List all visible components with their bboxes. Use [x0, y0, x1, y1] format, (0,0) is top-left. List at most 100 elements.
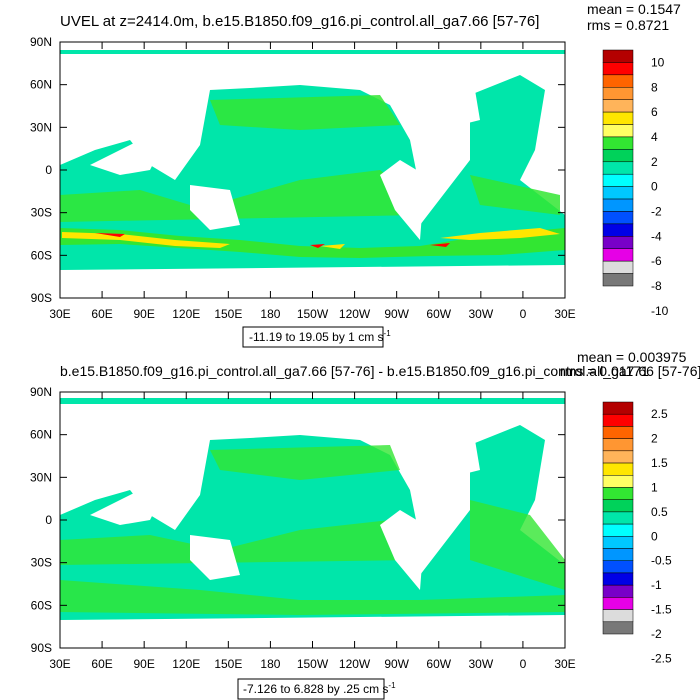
axis-ticks: 30E 60E 90E 120E 150E 180 150W 120W 90W 60W 30W 0 30…: [30, 35, 576, 321]
colorbar-swatch: [602, 248, 634, 262]
colorbar-level-label: -2.5: [651, 651, 672, 665]
land-mass: [90, 60, 480, 240]
x-tick-label: 120E: [172, 307, 200, 321]
colorbar-swatch: [602, 487, 634, 500]
mean-label: mean = 0.1547: [587, 1, 681, 17]
y-tick-label: 90N: [30, 385, 52, 399]
range-box: [237, 678, 385, 700]
y-tick-label: 60N: [30, 78, 52, 92]
ocean-field: [60, 398, 565, 620]
colorbar-level-label: -8: [651, 279, 662, 293]
colorbar-swatch: [602, 450, 634, 464]
x-tick-label: 150W: [297, 657, 329, 671]
colorbar-swatch: [602, 149, 634, 163]
land-mass: [90, 410, 480, 590]
green-band: [210, 95, 400, 130]
y-tick-label: 90N: [30, 35, 52, 49]
colorbar-level-label: -1: [651, 578, 662, 592]
range-label: -11.19 to 19.05 by 1 cm s-1: [249, 329, 391, 344]
chart-panel-2: b.e15.B1850.f09_g16.pi_control.all_ga7.6…: [30, 349, 700, 700]
colorbar-swatch: [602, 74, 634, 88]
colorbar: 2.5 2 1.5 1 0.5 0 -0.5 -1 -1.5 -2 -2.5: [602, 401, 672, 665]
colorbar-swatch: [602, 161, 634, 175]
range-label-box: -7.126 to 6.828 by .25 cm s-1: [237, 678, 396, 700]
chart-panel-1: UVEL at z=2414.0m, b.e15.B1850.f09_g16.p…: [30, 1, 681, 348]
colorbar-swatch: [602, 475, 634, 488]
colorbar-swatch: [602, 438, 634, 452]
colorbar-level-label: -2: [651, 627, 662, 641]
colorbar-swatch: [602, 523, 634, 537]
x-tick-label: 180: [260, 307, 280, 321]
colorbar-swatch: [602, 124, 634, 138]
acc-band: [60, 228, 565, 258]
x-tick-label: 150W: [297, 307, 329, 321]
colorbar-level-label: -0.5: [651, 554, 672, 568]
green-band: [60, 445, 565, 615]
x-tick-label: 120E: [172, 657, 200, 671]
colorbar-swatch: [602, 609, 634, 623]
x-tick-label: 30E: [49, 657, 70, 671]
colorbar-swatch: [602, 401, 634, 415]
x-tick-label: 120W: [339, 307, 371, 321]
colorbar-swatch: [602, 426, 634, 439]
x-tick-label: 30E: [554, 307, 575, 321]
colorbar-level-label: -10: [651, 304, 669, 318]
range-box: [242, 326, 384, 348]
colorbar-swatch: [602, 49, 634, 63]
colorbar-level-label: 8: [651, 80, 658, 94]
colorbar-swatch: [602, 111, 634, 125]
colorbar-level-label: -1.5: [651, 603, 672, 617]
colorbar-level-label: 0: [651, 529, 658, 543]
colorbar-swatch: [602, 413, 634, 427]
y-tick-label: 30S: [31, 556, 52, 570]
colorbar-level-label: 2: [651, 432, 658, 446]
colorbar-swatch: [602, 273, 634, 287]
green-band: [60, 170, 420, 222]
chart-title: UVEL at z=2414.0m, b.e15.B1850.f09_g16.p…: [60, 13, 539, 30]
colorbar-level-label: 0: [651, 180, 658, 194]
y-tick-label: 90S: [31, 291, 52, 305]
colorbar-level-label: 4: [651, 130, 658, 144]
range-label-box: -11.19 to 19.05 by 1 cm s-1: [242, 326, 391, 348]
green-band: [470, 175, 560, 215]
range-unit-exponent: -1: [384, 329, 392, 338]
x-tick-label: 30W: [468, 307, 493, 321]
y-tick-label: 60S: [31, 248, 52, 262]
x-tick-label: 60E: [91, 307, 112, 321]
colorbar-swatch: [602, 186, 634, 200]
y-tick-label: 0: [45, 513, 52, 527]
colorbar-swatch: [602, 511, 634, 525]
colorbar-swatch: [602, 198, 634, 212]
map-plot-area: 30E 60E 90E 120E 150E 180 150W 120W 90W 60W 30W 0 30…: [30, 385, 576, 671]
mean-label: mean = 0.003975: [577, 349, 687, 365]
y-tick-label: 30N: [30, 120, 52, 134]
colorbar-level-label: 1.5: [651, 456, 668, 470]
colorbar: 10 8 6 4 2 0 -2 -4 -6 -8 -10: [602, 49, 669, 318]
colorbar-level-label: -4: [651, 229, 662, 243]
colorbar-swatch: [602, 560, 634, 574]
colorbar-swatch: [602, 223, 634, 237]
x-tick-label: 120W: [339, 657, 371, 671]
y-tick-label: 90S: [31, 641, 52, 655]
colorbar-swatch: [602, 621, 634, 635]
colorbar-swatch: [602, 548, 634, 561]
y-tick-label: 0: [45, 163, 52, 177]
colorbar-level-label: 10: [651, 55, 665, 69]
y-tick-label: 60S: [31, 598, 52, 612]
x-tick-label: 150E: [214, 657, 242, 671]
acc-yellow: [62, 228, 560, 249]
x-tick-label: 30E: [554, 657, 575, 671]
range-unit-exponent: -1: [388, 681, 396, 690]
rms-label: rms = 0.01171: [560, 363, 649, 379]
colorbar-swatch: [602, 99, 634, 113]
colorbar-swatch: [602, 597, 634, 610]
x-tick-label: 60W: [426, 657, 451, 671]
colorbar-level-label: 2: [651, 155, 658, 169]
colorbar-level-label: 6: [651, 105, 658, 119]
colorbar-level-label: 0.5: [651, 505, 668, 519]
x-tick-label: 0: [520, 657, 527, 671]
colorbar-swatch: [602, 87, 634, 100]
colorbar-swatch: [602, 584, 634, 598]
x-tick-label: 60W: [426, 307, 451, 321]
